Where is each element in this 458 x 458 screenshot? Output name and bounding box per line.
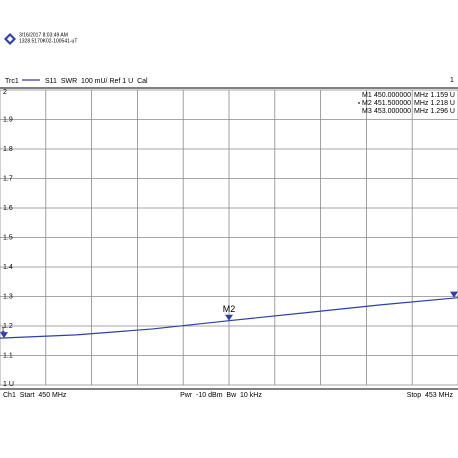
- marker-label: M2: [223, 304, 236, 314]
- marker-name: M1: [362, 92, 372, 99]
- marker: [0, 332, 8, 339]
- marker-unit: MHz: [414, 92, 429, 99]
- y-tick-label: 2: [3, 89, 7, 96]
- channel-number: 1: [450, 77, 454, 84]
- marker-x: 450.000000: [374, 92, 411, 99]
- y-tick-label: 1.9: [3, 116, 13, 123]
- footer-stop: Stop 453 MHz: [407, 392, 454, 399]
- marker-x: 451.500000: [374, 100, 411, 107]
- trace-number: 1: [1, 327, 5, 334]
- y-tick-label: 1.5: [3, 234, 13, 241]
- marker-y: 1.218 U: [430, 100, 455, 107]
- marker: [450, 291, 458, 298]
- marker-unit: MHz: [414, 108, 429, 115]
- marker-name: M3: [362, 108, 372, 115]
- trace-info: S11 SWR 100 mU/ Ref 1 U Cal: [45, 78, 148, 85]
- trace-label: Trc1: [5, 78, 19, 85]
- marker-unit: MHz: [414, 100, 429, 107]
- y-tick-label: 1 U: [3, 381, 14, 388]
- marker-x: 453.000000: [374, 108, 411, 115]
- marker-name: M2: [362, 100, 372, 107]
- y-tick-label: 1.8: [3, 146, 13, 153]
- y-tick-label: 1.4: [3, 264, 13, 271]
- footer-mid: Pwr -10 dBm Bw 10 kHz: [180, 392, 262, 399]
- y-tick-label: 1.7: [3, 175, 13, 182]
- timestamp: 3/16/2017 8:03:49 AM: [19, 32, 68, 38]
- y-tick-label: 1.6: [3, 205, 13, 212]
- logo: [4, 33, 16, 45]
- footer-start: Ch1 Start 450 MHz: [3, 392, 67, 399]
- y-tick-label: 1.2: [3, 323, 13, 330]
- marker: [225, 314, 233, 321]
- y-tick-label: 1.1: [3, 352, 13, 359]
- serial: 1328.5170K02-100541-uT: [19, 38, 77, 44]
- active-dot: [358, 102, 360, 104]
- y-tick-label: 1.3: [3, 293, 13, 300]
- marker-y: 1.296 U: [430, 108, 455, 115]
- marker-y: 1.159 U: [430, 92, 455, 99]
